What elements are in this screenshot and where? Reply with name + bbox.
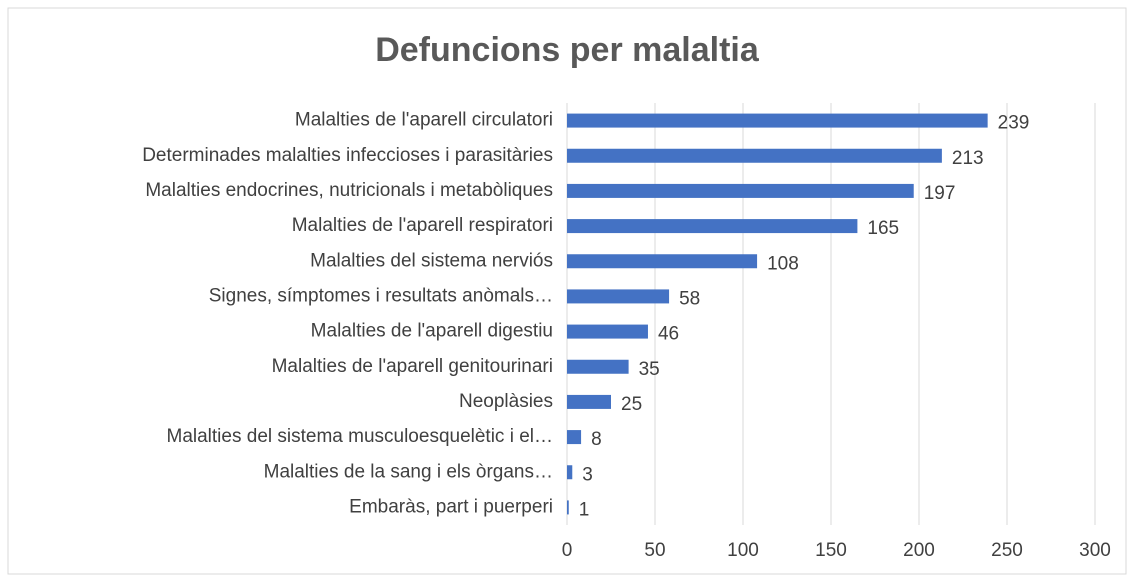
y-tick-label: Malalties de l'aparell genitourinari [272, 356, 553, 377]
y-tick-label: Malalties de la sang i els òrgans… [264, 461, 553, 482]
y-tick-label: Malalties de l'aparell respiratori [292, 215, 553, 236]
y-tick-label: Neoplàsies [459, 391, 553, 412]
bar [567, 394, 611, 409]
data-label: 165 [867, 218, 899, 239]
x-tick-label: 0 [562, 540, 573, 561]
bar [567, 500, 569, 515]
bar [567, 324, 648, 339]
chart-title: Defuncions per malaltia [375, 31, 760, 69]
bar [567, 254, 758, 269]
x-tick-label: 300 [1079, 540, 1111, 561]
bar [567, 289, 670, 304]
x-tick-label: 250 [991, 540, 1023, 561]
bar [567, 359, 629, 374]
bar [567, 113, 988, 128]
y-tick-label: Malalties endocrines, nutricionals i met… [145, 180, 553, 201]
y-tick-label: Malalties de l'aparell digestiu [311, 321, 553, 342]
y-tick-label: Embaràs, part i puerperi [349, 496, 553, 517]
x-tick-label: 50 [644, 540, 665, 561]
y-tick-label: Signes, símptomes i resultats anòmals… [209, 285, 553, 306]
data-label: 108 [767, 253, 799, 274]
bar [567, 219, 858, 234]
y-tick-label: Malalties del sistema nerviós [310, 250, 553, 271]
data-label: 25 [621, 394, 642, 415]
data-label: 213 [952, 148, 984, 169]
data-label: 35 [639, 359, 660, 380]
x-tick-label: 150 [815, 540, 847, 561]
y-tick-label: Malalties del sistema musculoesquelètic … [167, 426, 554, 447]
data-label: 46 [658, 324, 679, 345]
bar [567, 148, 942, 163]
data-label: 197 [924, 183, 956, 204]
bar [567, 465, 573, 480]
data-label: 3 [582, 464, 593, 485]
data-label: 239 [998, 113, 1030, 134]
y-tick-label: Malalties de l'aparell circulatori [295, 110, 553, 131]
bar [567, 183, 914, 198]
y-tick-label: Determinades malalties infeccioses i par… [142, 145, 553, 166]
data-label: 8 [591, 429, 602, 450]
x-tick-label: 200 [903, 540, 935, 561]
x-tick-label: 100 [727, 540, 759, 561]
data-label: 1 [579, 499, 590, 520]
data-label: 58 [679, 288, 700, 309]
bar [567, 430, 582, 445]
